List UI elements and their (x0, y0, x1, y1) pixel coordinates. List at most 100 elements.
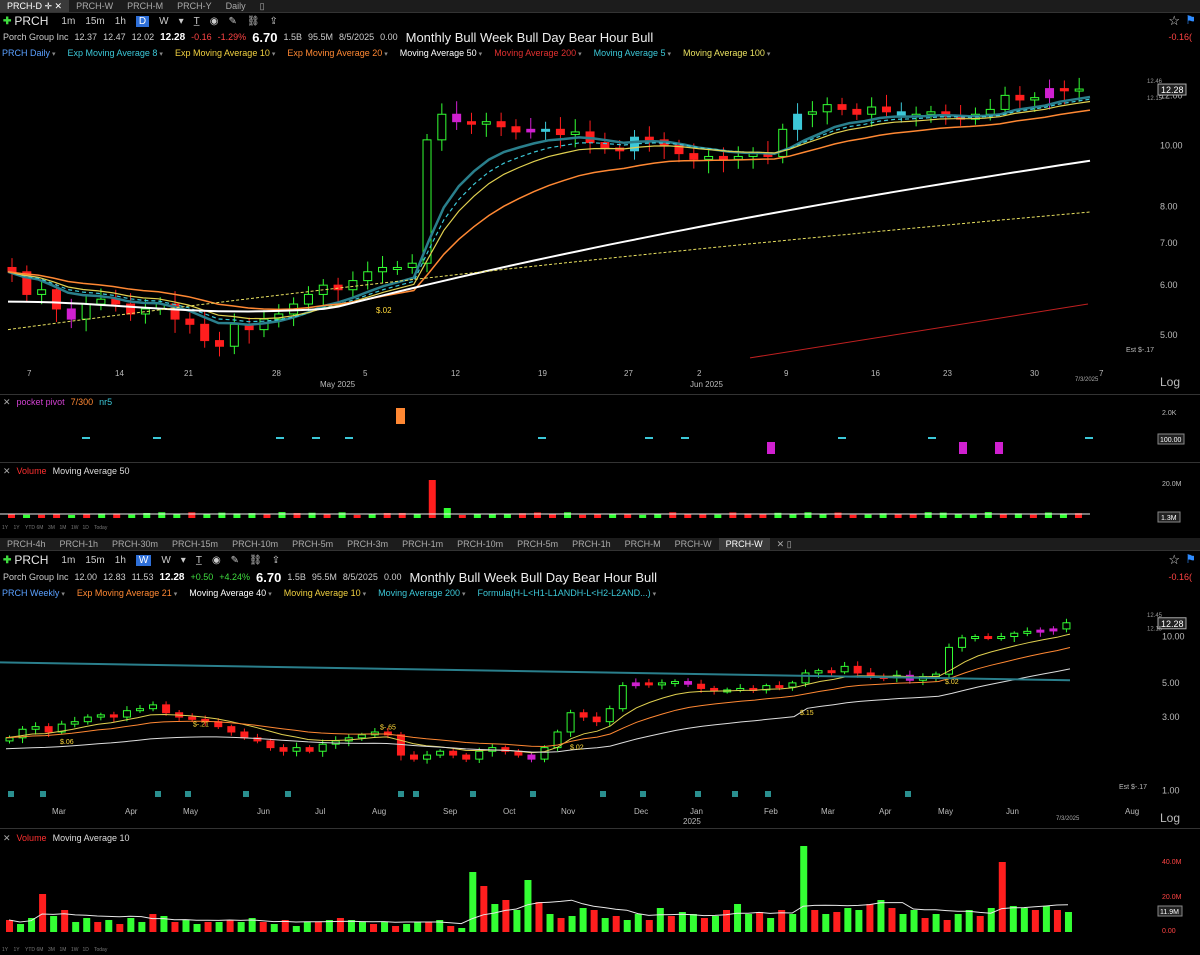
legend-item[interactable]: Moving Average 50 ▾ (399, 48, 483, 58)
tf-15m[interactable]: 15m (85, 554, 105, 566)
legend-item[interactable]: Formula(H-L<H1-L1ANDH-L<H2-L2AND...) ▾ (477, 588, 657, 598)
tab-prch-3m[interactable]: PRCH-3m (347, 539, 389, 549)
range-button: Today (94, 947, 108, 953)
chevron-down-icon[interactable]: ▾ (173, 591, 178, 598)
add-icon[interactable]: ✚ (3, 554, 12, 566)
text-tool-icon[interactable]: T̲ (195, 554, 202, 566)
candle-body (511, 126, 521, 133)
chevron-down-icon[interactable]: ▾ (159, 51, 163, 58)
share-icon[interactable]: ⇪ (271, 554, 281, 566)
legend-item[interactable]: Moving Average 5 ▾ (593, 48, 672, 58)
formula-marker (155, 791, 161, 797)
tab-prch-y[interactable]: PRCH-Y (177, 1, 212, 11)
eye-icon[interactable]: ◉ (211, 554, 221, 566)
tf-weekly-alt[interactable]: W (161, 554, 171, 566)
eye-icon[interactable]: ◉ (209, 15, 219, 27)
tab-prch-w[interactable]: PRCH-W (718, 538, 770, 550)
tf-1h[interactable]: 1h (114, 554, 126, 566)
close-icon[interactable]: ✕ (3, 832, 11, 843)
share-icon[interactable]: ⇪ (269, 15, 278, 27)
tab-daily[interactable]: Daily (225, 1, 246, 11)
legend-item[interactable]: PRCH Weekly ▾ (2, 588, 65, 598)
flag-icon[interactable]: ⚑ (1185, 552, 1196, 566)
tf-1m[interactable]: 1m (61, 554, 76, 566)
star-icon[interactable]: ☆ (1168, 13, 1180, 28)
legend-item[interactable]: Exp Moving Average 8 ▾ (67, 48, 163, 58)
tf-daily[interactable]: D (135, 15, 150, 27)
tab-prch-10m[interactable]: PRCH-10m (232, 539, 279, 549)
symbol-input[interactable]: PRCH (14, 553, 49, 567)
volume-bar (116, 924, 124, 932)
tab-prch-1m[interactable]: PRCH-1m (402, 539, 444, 549)
chevron-down-icon[interactable]: ▾ (462, 591, 466, 598)
tab-prch-w[interactable]: PRCH-W (674, 539, 712, 549)
candle-body (423, 754, 432, 760)
pivot-ratio-label[interactable]: 7/300 (70, 397, 94, 407)
tf-1m[interactable]: 1m (61, 15, 76, 27)
tab-prch-m[interactable]: PRCH-M (624, 539, 661, 549)
pencil-icon[interactable]: ✎ (230, 554, 240, 566)
tab-prch-d[interactable]: PRCH-D ✛ ✕ (0, 0, 70, 12)
tf-1h[interactable]: 1h (114, 15, 126, 27)
add-icon[interactable]: ✚ (3, 15, 12, 27)
legend-item[interactable]: Exp Moving Average 21 ▾ (76, 588, 178, 598)
legend-item[interactable]: Moving Average 40 ▾ (189, 588, 272, 598)
chevron-down-icon[interactable]: ▾ (384, 51, 388, 58)
legend-item[interactable]: Moving Average 100 ▾ (683, 48, 771, 58)
tab-prch-1h[interactable]: PRCH-1h (59, 539, 99, 549)
chevron-down-icon[interactable]: ▾ (667, 51, 672, 58)
tab-prch-30m[interactable]: PRCH-30m (112, 539, 159, 549)
chevron-down-icon[interactable]: ▾ (766, 51, 771, 58)
volume-ma-label[interactable]: Moving Average 10 (52, 833, 130, 843)
link-icon[interactable]: ⛓ (249, 554, 262, 566)
chevron-down-icon[interactable]: ▾ (178, 15, 184, 27)
legend-item[interactable]: Moving Average 200 ▾ (494, 48, 582, 58)
tf-15m[interactable]: 15m (85, 15, 105, 27)
text-tool-icon[interactable]: T̲ (193, 15, 200, 27)
chevron-down-icon[interactable]: ▾ (271, 51, 276, 58)
volume-bar (800, 846, 808, 932)
tab-prch-w[interactable]: PRCH-W (76, 1, 114, 11)
hi-label: 12.45 (1147, 613, 1163, 619)
legend-item[interactable]: Exp Moving Average 20 ▾ (287, 48, 388, 58)
chevron-down-icon[interactable]: ▾ (478, 51, 483, 58)
tab-prch-m[interactable]: PRCH-M (127, 1, 164, 11)
nr5-label[interactable]: nr5 (99, 397, 113, 407)
tab-prch-5m[interactable]: PRCH-5m (292, 539, 334, 549)
chevron-down-icon[interactable]: ▾ (362, 591, 367, 598)
chevron-down-icon[interactable]: ▾ (652, 591, 657, 598)
close-icon[interactable]: ✕ (3, 396, 11, 407)
pocket-pivot-label[interactable]: pocket pivot (16, 397, 65, 407)
volume-label[interactable]: Volume (16, 466, 47, 476)
top-price-chart[interactable]: 12.0010.008.007.006.005.0012.2812.4612.1… (0, 60, 1200, 390)
chevron-down-icon[interactable]: ▾ (61, 591, 65, 598)
chevron-down-icon[interactable]: ▾ (180, 554, 186, 566)
tab-prch-15m[interactable]: PRCH-15m (172, 539, 219, 549)
tab-prch-4h[interactable]: PRCH-4h (7, 539, 46, 549)
pencil-icon[interactable]: ✎ (228, 15, 237, 27)
nr5-marker (538, 437, 546, 439)
tf-weekly[interactable]: W (159, 15, 169, 27)
legend-item[interactable]: PRCH Daily ▾ (2, 48, 56, 58)
tab-prch-1h[interactable]: PRCH-1h (572, 539, 611, 549)
legend-item[interactable]: Exp Moving Average 10 ▾ (174, 48, 276, 58)
last-price-box (1157, 83, 1187, 96)
chevron-down-icon[interactable]: ▾ (578, 51, 582, 58)
tab-prch-5m[interactable]: PRCH-5m (517, 539, 559, 549)
tf-weekly[interactable]: W (135, 554, 152, 566)
tab-prch-10m[interactable]: PRCH-10m (457, 539, 504, 549)
symbol-input[interactable]: PRCH (14, 14, 49, 28)
legend-item[interactable]: Moving Average 200 ▾ (378, 588, 466, 598)
flag-icon[interactable]: ⚑ (1185, 13, 1196, 27)
volume-ma-label[interactable]: Moving Average 50 (52, 466, 130, 476)
legend-item[interactable]: Moving Average 10 ▾ (283, 588, 367, 598)
star-icon[interactable]: ☆ (1168, 552, 1180, 567)
link-icon[interactable]: ⛓ (246, 15, 260, 27)
chevron-down-icon[interactable]: ▾ (268, 591, 272, 598)
close-icon[interactable]: ✕ ▯ (776, 539, 792, 549)
chevron-down-icon[interactable]: ▾ (52, 51, 56, 58)
page-icon[interactable]: ▯ (259, 1, 265, 11)
volume-label[interactable]: Volume (16, 833, 47, 843)
close-icon[interactable]: ✕ (3, 465, 11, 476)
